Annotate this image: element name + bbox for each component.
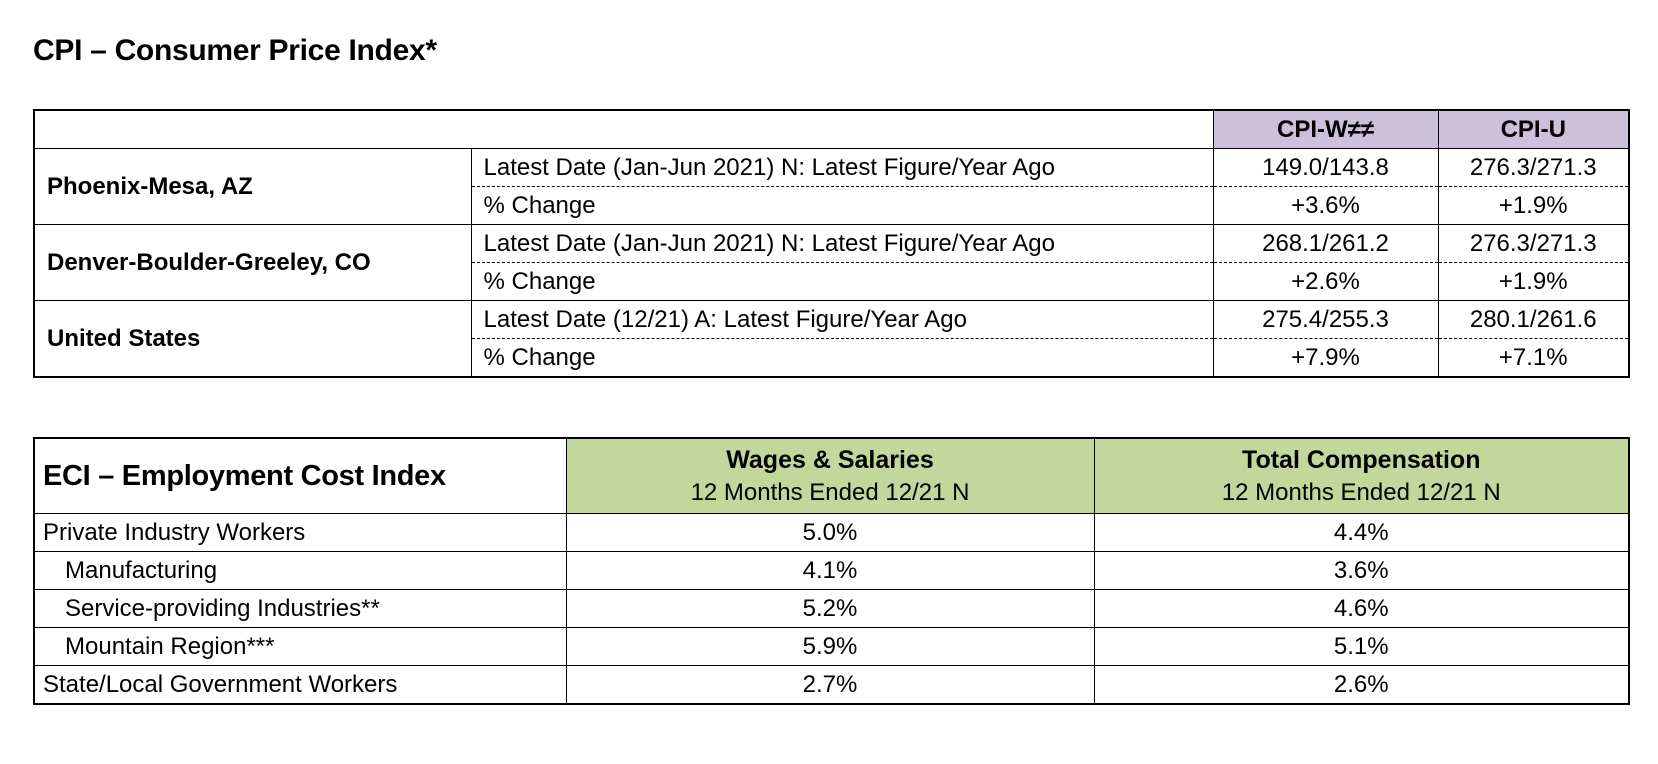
cpi-section-title: CPI – Consumer Price Index* bbox=[33, 34, 437, 67]
table-row: Private Industry Workers 5.0% 4.4% bbox=[33, 513, 1630, 552]
eci-row-label: Private Industry Workers bbox=[33, 513, 567, 552]
cpi-latest-label: Latest Date (12/21) A: Latest Figure/Yea… bbox=[470, 300, 1214, 339]
eci-wages-value: 5.9% bbox=[565, 627, 1095, 666]
cpi-w-latest-value: 149.0/143.8 bbox=[1212, 148, 1439, 187]
cpi-latest-label: Latest Date (Jan-Jun 2021) N: Latest Fig… bbox=[470, 224, 1214, 263]
eci-wages-header-label: Wages & Salaries bbox=[726, 446, 934, 474]
eci-total-value: 4.6% bbox=[1093, 589, 1630, 628]
table-row: Service-providing Industries** 5.2% 4.6% bbox=[33, 589, 1630, 628]
eci-total-header-sublabel: 12 Months Ended 12/21 N bbox=[1221, 479, 1501, 506]
eci-row-label: Mountain Region*** bbox=[33, 627, 567, 666]
cpi-u-latest-value: 280.1/261.6 bbox=[1437, 300, 1630, 339]
eci-row-label: State/Local Government Workers bbox=[33, 665, 567, 705]
table-row: Mountain Region*** 5.9% 5.1% bbox=[33, 627, 1630, 666]
eci-table: ECI – Employment Cost Index Wages & Sala… bbox=[33, 437, 1630, 705]
cpi-latest-label: Latest Date (Jan-Jun 2021) N: Latest Fig… bbox=[470, 148, 1214, 187]
cpi-w-change-value: +3.6% bbox=[1212, 186, 1439, 225]
cpi-header-row: CPI-W≠≠ CPI-U bbox=[34, 109, 1630, 149]
eci-total-value: 5.1% bbox=[1093, 627, 1630, 666]
eci-row-label: Manufacturing bbox=[33, 551, 567, 590]
cpi-u-latest-value: 276.3/271.3 bbox=[1437, 224, 1630, 263]
cpi-region-cell: United States bbox=[33, 300, 472, 378]
cpi-change-label: % Change bbox=[470, 186, 1214, 225]
cpi-w-latest-value: 268.1/261.2 bbox=[1212, 224, 1439, 263]
eci-title-cell: ECI – Employment Cost Index bbox=[34, 438, 566, 514]
table-row: Phoenix-Mesa, AZ Latest Date (Jan-Jun 20… bbox=[33, 148, 1630, 225]
eci-row-label: Service-providing Industries** bbox=[33, 589, 567, 628]
cpi-region-cell: Phoenix-Mesa, AZ bbox=[33, 148, 472, 225]
table-row: % Change +3.6% +1.9% bbox=[34, 186, 1630, 225]
table-row: % Change +7.9% +7.1% bbox=[34, 338, 1630, 378]
eci-wages-value: 5.2% bbox=[565, 589, 1095, 628]
cpi-w-latest-value: 275.4/255.3 bbox=[1212, 300, 1439, 339]
table-row: % Change +2.6% +1.9% bbox=[34, 262, 1630, 301]
eci-wages-column-header: Wages & Salaries 12 Months Ended 12/21 N bbox=[565, 437, 1095, 514]
cpi-header-spacer bbox=[34, 110, 1213, 149]
cpi-u-latest-value: 276.3/271.3 bbox=[1437, 148, 1630, 187]
cpi-u-change-value: +7.1% bbox=[1437, 338, 1630, 378]
cpi-region-cell: Denver-Boulder-Greeley, CO bbox=[33, 224, 472, 301]
table-row: Manufacturing 4.1% 3.6% bbox=[33, 551, 1630, 590]
eci-section-title: ECI – Employment Cost Index bbox=[43, 459, 446, 492]
cpi-w-column-header: CPI-W≠≠ bbox=[1212, 109, 1439, 149]
table-row: Denver-Boulder-Greeley, CO Latest Date (… bbox=[33, 224, 1630, 301]
eci-header-row: ECI – Employment Cost Index Wages & Sala… bbox=[34, 437, 1630, 514]
eci-total-value: 3.6% bbox=[1093, 551, 1630, 590]
cpi-w-change-value: +7.9% bbox=[1212, 338, 1439, 378]
eci-total-value: 4.4% bbox=[1093, 513, 1630, 552]
eci-wages-value: 2.7% bbox=[565, 665, 1095, 705]
eci-total-value: 2.6% bbox=[1093, 665, 1630, 705]
eci-total-header-label: Total Compensation bbox=[1242, 446, 1481, 474]
cpi-w-change-value: +2.6% bbox=[1212, 262, 1439, 301]
cpi-u-column-header: CPI-U bbox=[1437, 109, 1630, 149]
cpi-u-change-value: +1.9% bbox=[1437, 262, 1630, 301]
eci-wages-value: 4.1% bbox=[565, 551, 1095, 590]
eci-wages-header-sublabel: 12 Months Ended 12/21 N bbox=[690, 479, 970, 506]
eci-wages-value: 5.0% bbox=[565, 513, 1095, 552]
eci-total-column-header: Total Compensation 12 Months Ended 12/21… bbox=[1093, 437, 1630, 514]
cpi-table: CPI-W≠≠ CPI-U Phoenix-Mesa, AZ Latest Da… bbox=[33, 109, 1630, 378]
cpi-change-label: % Change bbox=[470, 338, 1214, 378]
table-row: State/Local Government Workers 2.7% 2.6% bbox=[33, 665, 1630, 705]
table-row: United States Latest Date (12/21) A: Lat… bbox=[33, 300, 1630, 378]
cpi-u-change-value: +1.9% bbox=[1437, 186, 1630, 225]
cpi-change-label: % Change bbox=[470, 262, 1214, 301]
